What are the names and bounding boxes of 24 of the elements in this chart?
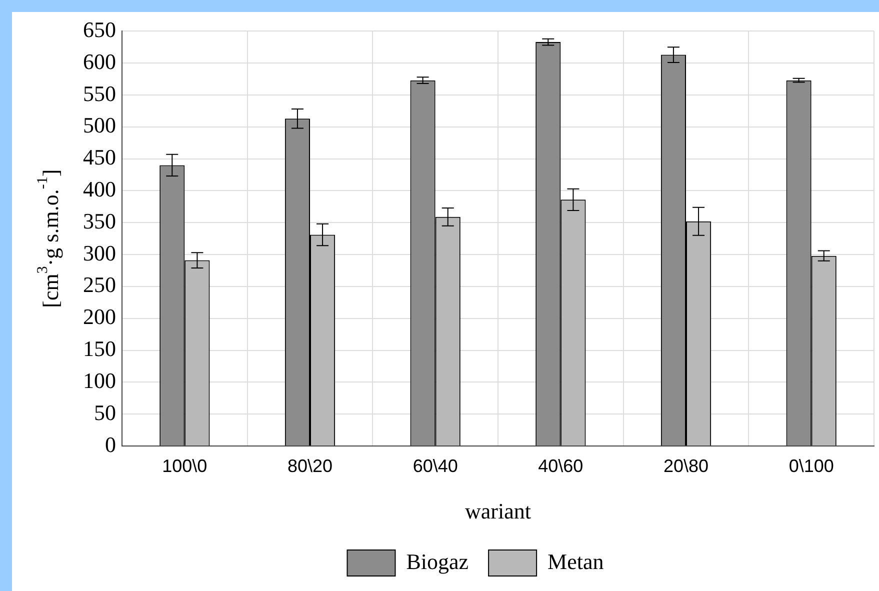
y-tick-label: 200 xyxy=(83,304,116,330)
x-tick-label: 40\60 xyxy=(538,456,584,476)
y-tick-label: 350 xyxy=(83,208,116,234)
y-tick-label: 550 xyxy=(83,80,116,106)
y-tick-label: 300 xyxy=(83,240,116,266)
y-tick-label: 100 xyxy=(83,368,116,393)
y-axis-title: [cm3·g s.m.o.-1] xyxy=(34,169,63,308)
x-tick-label: 100\0 xyxy=(162,456,208,476)
y-tick-label: 650 xyxy=(83,16,116,42)
x-tick-label: 60\40 xyxy=(412,456,458,476)
y-tick-label: 50 xyxy=(94,400,116,425)
legend-label: Biogaz xyxy=(406,548,469,574)
y-tick-label: 250 xyxy=(83,272,116,298)
x-tick-label: 0\100 xyxy=(788,456,834,476)
legend-label: Metan xyxy=(548,548,604,574)
x-axis-title: wariant xyxy=(465,498,531,524)
y-tick-label: 400 xyxy=(83,176,116,202)
x-tick-label: 80\20 xyxy=(287,456,333,476)
x-tick-label: 20\80 xyxy=(663,456,709,476)
y-tick-label: 600 xyxy=(83,48,116,74)
y-tick-label: 0 xyxy=(105,432,116,457)
y-tick-label: 150 xyxy=(83,336,116,362)
y-tick-label: 500 xyxy=(83,112,116,138)
y-tick-label: 450 xyxy=(83,144,116,170)
